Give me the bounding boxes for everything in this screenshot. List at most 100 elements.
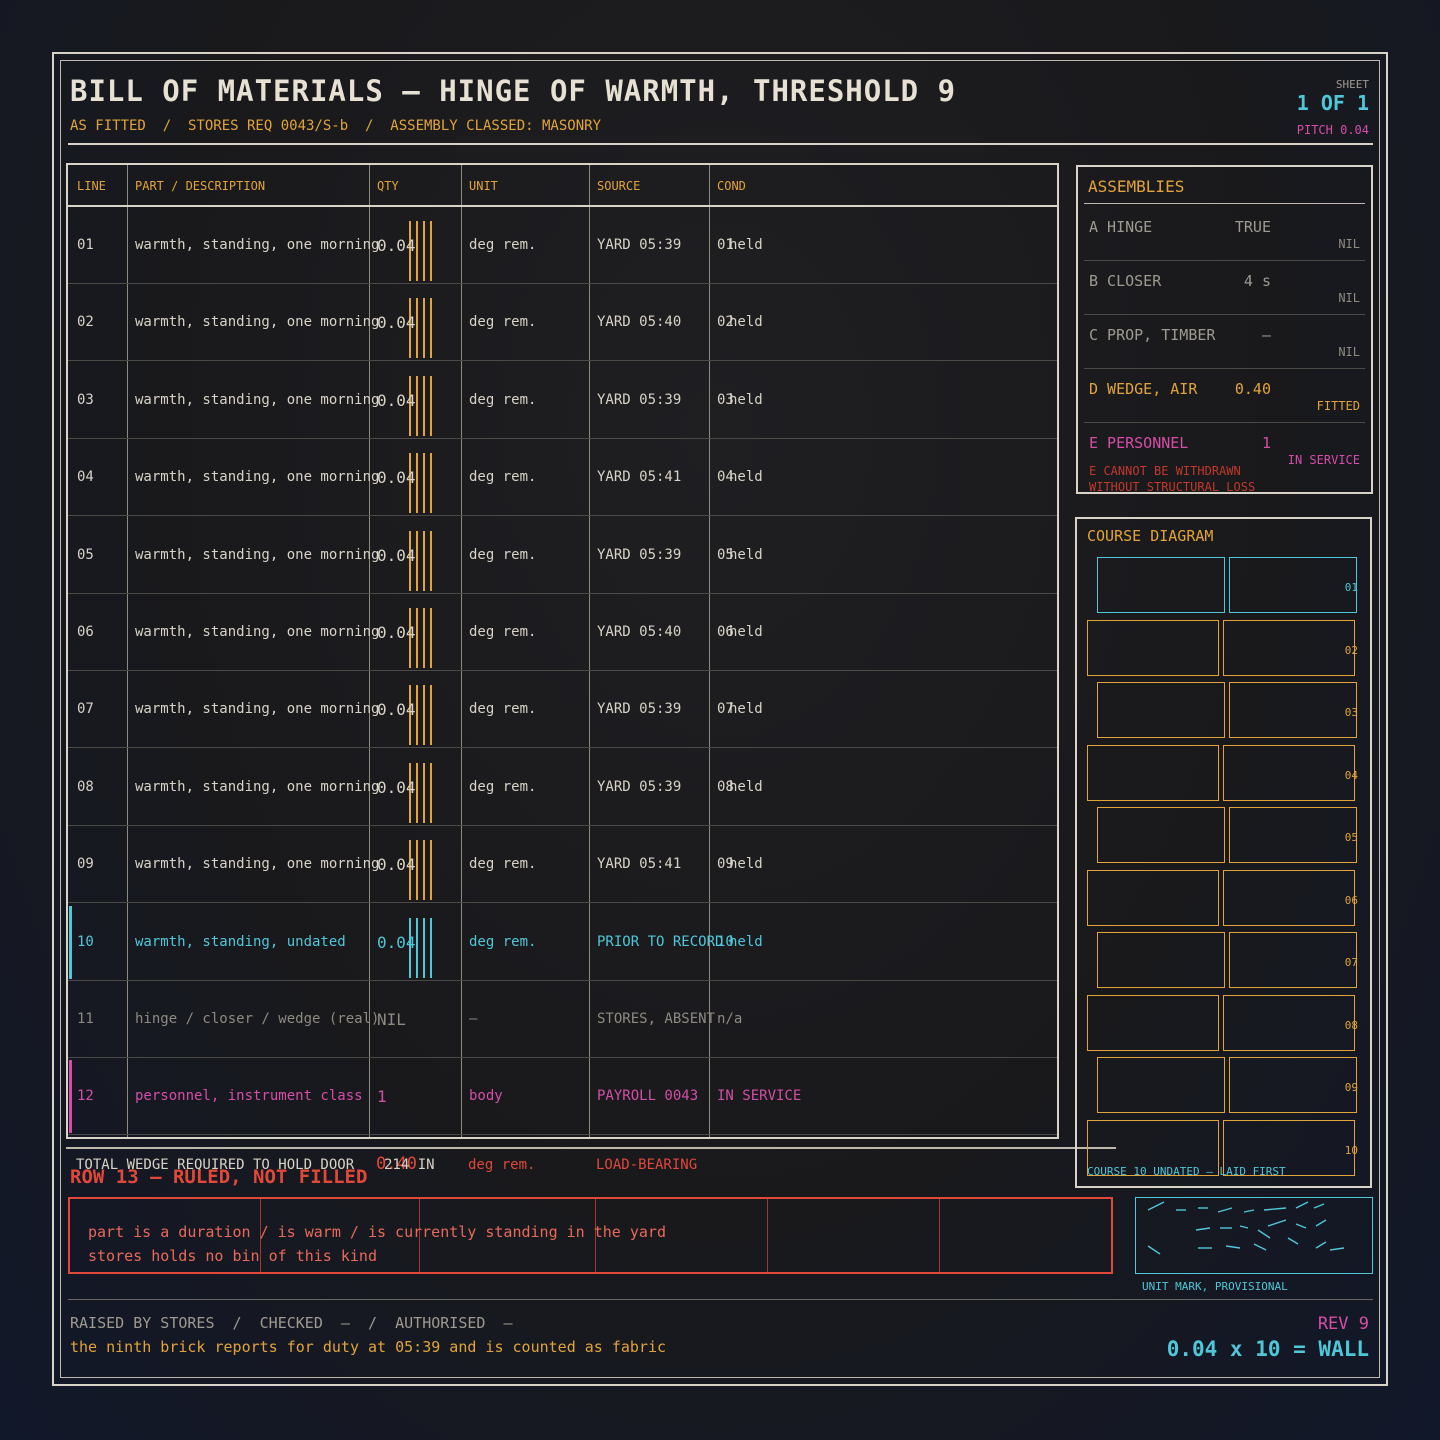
brick <box>1223 869 1355 926</box>
row-unit: deg rem. <box>469 469 537 486</box>
table-row: 08 warmth, standing, one morning 0.04 deg r… <box>68 749 1057 826</box>
total-label: TOTAL WEDGE REQUIRED TO HOLD DOOR <box>76 1157 355 1173</box>
row-part-description: personnel, instrument class <box>135 1088 363 1105</box>
row-unit: deg rem. <box>469 778 537 795</box>
row-line-number: 11 <box>77 1011 94 1027</box>
row-line-number: 05 <box>77 546 94 563</box>
row-part-description: warmth, standing, one morning <box>135 856 380 873</box>
row-source: YARD 05:40 <box>597 624 682 640</box>
row-cond-status: held <box>729 701 763 718</box>
row-cond-status: held <box>729 624 763 640</box>
sheet-label: SHEET <box>1335 78 1369 91</box>
assembly-separator <box>1084 368 1365 369</box>
total-unit: deg rem. <box>468 1157 536 1173</box>
assembly-value: 1 <box>1261 434 1271 452</box>
total-source: LOAD-BEARING <box>596 1157 698 1173</box>
note-divider <box>419 1199 420 1272</box>
brick <box>1087 869 1219 926</box>
table-row: 06 warmth, standing, one morning 0.04 deg r… <box>68 594 1057 671</box>
row-cond: 10 <box>717 933 734 950</box>
brick <box>1087 744 1219 801</box>
row-cond-status: held <box>729 933 763 950</box>
row-part-description: hinge / closer / wedge (real) <box>135 1011 380 1027</box>
row-part-description: warmth, standing, one morning <box>135 391 380 408</box>
row-rule <box>68 1134 1057 1136</box>
course-number: 06 <box>1344 893 1358 907</box>
row-source: YARD 05:39 <box>597 391 682 408</box>
row-source: YARD 05:40 <box>597 314 682 331</box>
row-cond-status: held <box>729 546 763 563</box>
table-row: 10 warmth, standing, undated 0.04 deg rem. P… <box>68 904 1057 981</box>
row13-ruled-box: part is a duration / is warm / is curren… <box>68 1197 1113 1274</box>
assembly-item: D WEDGE, AIR 0.40 FITTED <box>1078 369 1371 423</box>
assembly-name: D WEDGE, AIR <box>1089 380 1198 398</box>
assembly-separator <box>1084 422 1365 423</box>
table-row: 11 hinge / closer / wedge (real) NIL — STORE… <box>68 981 1057 1058</box>
row-rule <box>68 515 1057 517</box>
footer-rule <box>68 1299 1373 1300</box>
row-line-number: 09 <box>77 856 94 873</box>
course-diagram-note: COURSE 10 UNDATED — LAID FIRST <box>1087 1165 1286 1178</box>
row-cond-status: held <box>729 469 763 486</box>
column-divider <box>589 165 590 1137</box>
assembly-status: IN SERVICE <box>1287 453 1360 467</box>
assembly-name: E PERSONNEL <box>1089 434 1189 452</box>
signoff-line: RAISED BY STORES / CHECKED — / AUTHORISE… <box>70 1314 513 1332</box>
row-cond: 04 <box>717 469 734 486</box>
row-rule <box>68 979 1057 981</box>
row-cond: 05 <box>717 546 734 563</box>
brick <box>1223 619 1355 676</box>
column-divider <box>709 165 710 1137</box>
tally-marks <box>409 298 433 359</box>
bom-table: LINE PART / DESCRIPTION QTY UNIT SOURCE … <box>66 163 1059 1139</box>
course-number: 10 <box>1344 1143 1358 1157</box>
assembly-value: — <box>1261 326 1271 344</box>
row-line-number: 01 <box>77 237 94 253</box>
header-rule <box>68 205 1057 207</box>
course-number: 09 <box>1344 1081 1358 1094</box>
row-source: YARD 05:39 <box>597 701 682 718</box>
table-row: 12 personnel, instrument class 1 body PAYROL… <box>68 1058 1057 1136</box>
assemblies-title: ASSEMBLIES <box>1088 177 1185 196</box>
brick <box>1223 994 1355 1051</box>
assemblies-warning-line-1: E CANNOT BE WITHDRAWN <box>1089 464 1241 478</box>
row-cond: 01 <box>717 237 734 253</box>
sheet-border-outer <box>52 52 1388 1386</box>
assemblies-rule <box>1084 203 1365 204</box>
course-diagram-title: COURSE DIAGRAM <box>1087 527 1214 545</box>
tally-marks <box>409 530 433 591</box>
brick <box>1087 619 1219 676</box>
column-header-source: SOURCE <box>597 179 641 193</box>
row-cond-status: held <box>729 856 763 873</box>
row-part-description: warmth, standing, one morning <box>135 546 380 563</box>
column-divider <box>127 165 128 1137</box>
row-unit: deg rem. <box>469 856 537 873</box>
row-source: YARD 05:41 <box>597 856 682 873</box>
row-cond-status: held <box>729 314 763 331</box>
row-marker <box>69 905 72 979</box>
row-unit: deg rem. <box>469 933 537 950</box>
row-qty: 0.04 <box>377 855 416 875</box>
brick <box>1223 1119 1355 1176</box>
course-number: 08 <box>1344 1018 1358 1032</box>
row-cond: 03 <box>717 391 734 408</box>
column-divider <box>369 165 370 1137</box>
brick <box>1087 1119 1219 1176</box>
row-cond-status: held <box>729 778 763 795</box>
row13-note-line-2: stores holds no bin of this kind <box>88 1247 377 1265</box>
total-qty-overprint: 214 IN <box>384 1157 435 1173</box>
row-qty: 0.04 <box>377 236 416 255</box>
row-part-description: warmth, standing, one morning <box>135 778 380 795</box>
row-cond: n/a <box>717 1011 743 1027</box>
unit-mark-scribble <box>1147 1201 1345 1255</box>
column-header-line: LINE <box>77 179 106 193</box>
course-number: 05 <box>1344 831 1358 844</box>
summary-equation: 0.04 x 10 = WALL <box>1166 1337 1369 1361</box>
revision-label: REV 9 <box>1317 1314 1369 1334</box>
assembly-status: NIL <box>1338 345 1360 359</box>
brick <box>1229 682 1357 738</box>
brick <box>1223 744 1355 801</box>
column-header-unit: UNIT <box>469 179 498 193</box>
row-unit: — <box>469 1011 478 1027</box>
row-part-description: warmth, standing, one morning <box>135 469 380 486</box>
